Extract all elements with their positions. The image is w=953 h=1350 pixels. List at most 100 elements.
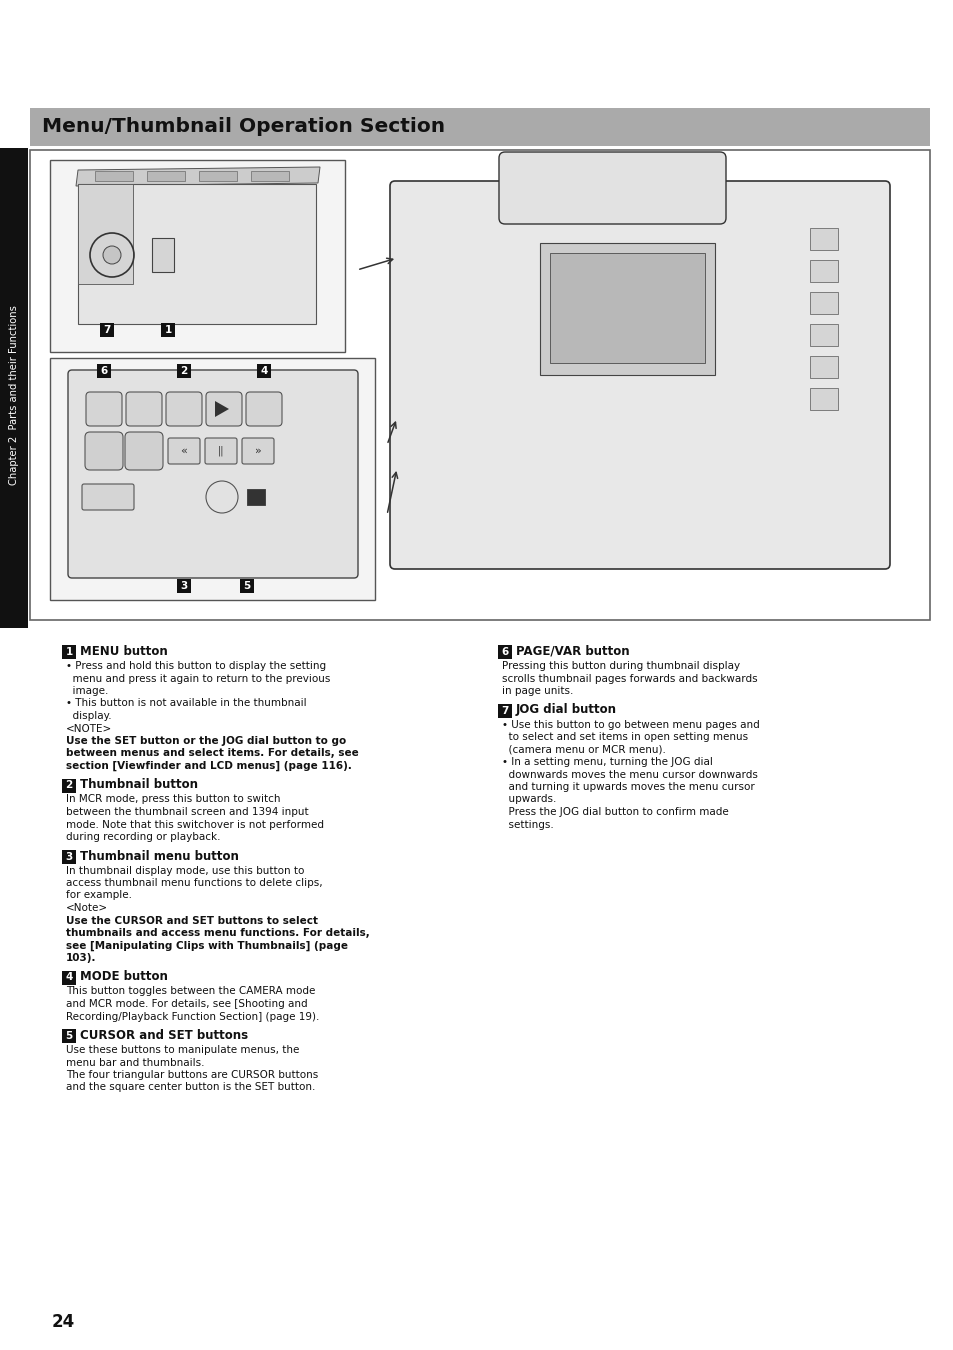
Polygon shape — [214, 401, 229, 417]
Bar — [62, 645, 76, 659]
Bar — [152, 238, 173, 271]
Text: during recording or playback.: during recording or playback. — [66, 832, 220, 842]
Bar — [147, 171, 185, 181]
Text: 1: 1 — [66, 647, 72, 657]
Text: downwards moves the menu cursor downwards: downwards moves the menu cursor downward… — [501, 769, 757, 779]
Bar — [809, 387, 837, 410]
Text: Chapter 2  Parts and their Functions: Chapter 2 Parts and their Functions — [9, 305, 19, 485]
Bar — [97, 364, 111, 378]
Text: This button toggles between the CAMERA mode: This button toggles between the CAMERA m… — [66, 987, 315, 996]
FancyBboxPatch shape — [126, 392, 162, 427]
Bar — [251, 171, 289, 181]
FancyBboxPatch shape — [125, 432, 163, 470]
Bar — [30, 108, 929, 146]
Bar — [0, 148, 28, 628]
Text: thumbnails and access menu functions. For details,: thumbnails and access menu functions. Fo… — [66, 927, 370, 938]
Text: JOG dial button: JOG dial button — [516, 703, 617, 717]
Text: MODE button: MODE button — [80, 971, 168, 984]
Bar — [30, 150, 929, 620]
Text: »: » — [254, 446, 261, 456]
Text: between menus and select items. For details, see: between menus and select items. For deta… — [66, 748, 358, 759]
Bar — [177, 579, 191, 593]
Text: and turning it upwards moves the menu cursor: and turning it upwards moves the menu cu… — [501, 782, 754, 792]
Text: PAGE/VAR button: PAGE/VAR button — [516, 645, 629, 657]
Text: image.: image. — [66, 686, 109, 697]
Text: Thumbnail menu button: Thumbnail menu button — [80, 849, 238, 863]
Text: 7: 7 — [500, 706, 508, 716]
Text: 6: 6 — [100, 366, 108, 377]
Text: see [Manipulating Clips with Thumbnails] (page: see [Manipulating Clips with Thumbnails]… — [66, 941, 348, 950]
Text: scrolls thumbnail pages forwards and backwards: scrolls thumbnail pages forwards and bac… — [501, 674, 757, 683]
Bar — [199, 171, 236, 181]
Text: Press the JOG dial button to confirm made: Press the JOG dial button to confirm mad… — [501, 807, 728, 817]
Bar — [809, 356, 837, 378]
Text: 1: 1 — [164, 325, 172, 335]
Text: menu bar and thumbnails.: menu bar and thumbnails. — [66, 1057, 204, 1068]
Circle shape — [103, 246, 121, 265]
Text: for example.: for example. — [66, 891, 132, 900]
Text: 5: 5 — [243, 580, 251, 591]
Polygon shape — [76, 167, 319, 186]
Bar — [240, 579, 253, 593]
FancyBboxPatch shape — [206, 392, 242, 427]
Text: (camera menu or MCR menu).: (camera menu or MCR menu). — [501, 744, 665, 755]
FancyBboxPatch shape — [390, 181, 889, 568]
FancyBboxPatch shape — [168, 437, 200, 464]
Text: Use the SET button or the JOG dial button to go: Use the SET button or the JOG dial butto… — [66, 736, 346, 747]
Text: display.: display. — [66, 711, 112, 721]
Text: in page units.: in page units. — [501, 686, 573, 697]
Text: 3: 3 — [180, 580, 188, 591]
FancyBboxPatch shape — [246, 392, 282, 427]
Bar — [95, 171, 132, 181]
Text: 7: 7 — [103, 325, 111, 335]
Text: 5: 5 — [66, 1031, 72, 1041]
Text: • Press and hold this button to display the setting: • Press and hold this button to display … — [66, 662, 326, 671]
Text: <Note>: <Note> — [66, 903, 108, 913]
Bar — [161, 323, 174, 338]
Text: Use these buttons to manipulate menus, the: Use these buttons to manipulate menus, t… — [66, 1045, 299, 1054]
Text: <NOTE>: <NOTE> — [66, 724, 112, 733]
Text: 2: 2 — [66, 780, 72, 791]
Bar — [78, 184, 315, 324]
Text: 4: 4 — [65, 972, 72, 983]
Bar — [247, 489, 265, 505]
Text: «: « — [180, 446, 187, 456]
FancyBboxPatch shape — [242, 437, 274, 464]
Bar — [550, 252, 704, 363]
Text: access thumbnail menu functions to delete clips,: access thumbnail menu functions to delet… — [66, 878, 322, 888]
Text: 2: 2 — [180, 366, 188, 377]
FancyBboxPatch shape — [85, 432, 123, 470]
Text: Pressing this button during thumbnail display: Pressing this button during thumbnail di… — [501, 662, 740, 671]
Bar — [539, 243, 714, 375]
Bar — [62, 849, 76, 864]
Text: In MCR mode, press this button to switch: In MCR mode, press this button to switch — [66, 795, 280, 805]
Text: to select and set items in open setting menus: to select and set items in open setting … — [501, 732, 747, 742]
Text: Menu/Thumbnail Operation Section: Menu/Thumbnail Operation Section — [42, 117, 445, 136]
Bar — [809, 228, 837, 250]
Bar — [78, 184, 132, 284]
Bar — [809, 324, 837, 346]
Text: settings.: settings. — [501, 819, 553, 829]
Text: • This button is not available in the thumbnail: • This button is not available in the th… — [66, 698, 306, 709]
FancyBboxPatch shape — [205, 437, 236, 464]
Bar — [809, 261, 837, 282]
Text: and the square center button is the SET button.: and the square center button is the SET … — [66, 1083, 315, 1092]
Bar — [50, 358, 375, 599]
Text: 24: 24 — [52, 1314, 75, 1331]
Bar — [497, 645, 512, 659]
Bar — [497, 703, 512, 717]
Text: 3: 3 — [66, 852, 72, 861]
Text: MENU button: MENU button — [80, 645, 168, 657]
FancyBboxPatch shape — [166, 392, 202, 427]
Text: 4: 4 — [260, 366, 268, 377]
Text: and MCR mode. For details, see [Shooting and: and MCR mode. For details, see [Shooting… — [66, 999, 307, 1008]
Bar — [100, 323, 113, 338]
Text: CURSOR and SET buttons: CURSOR and SET buttons — [80, 1029, 248, 1042]
Text: 103).: 103). — [66, 953, 96, 963]
Text: Use the CURSOR and SET buttons to select: Use the CURSOR and SET buttons to select — [66, 915, 317, 926]
Text: Recording/Playback Function Section] (page 19).: Recording/Playback Function Section] (pa… — [66, 1011, 319, 1022]
Text: mode. Note that this switchover is not performed: mode. Note that this switchover is not p… — [66, 819, 324, 829]
Bar — [256, 364, 271, 378]
FancyBboxPatch shape — [498, 153, 725, 224]
Bar — [809, 292, 837, 315]
